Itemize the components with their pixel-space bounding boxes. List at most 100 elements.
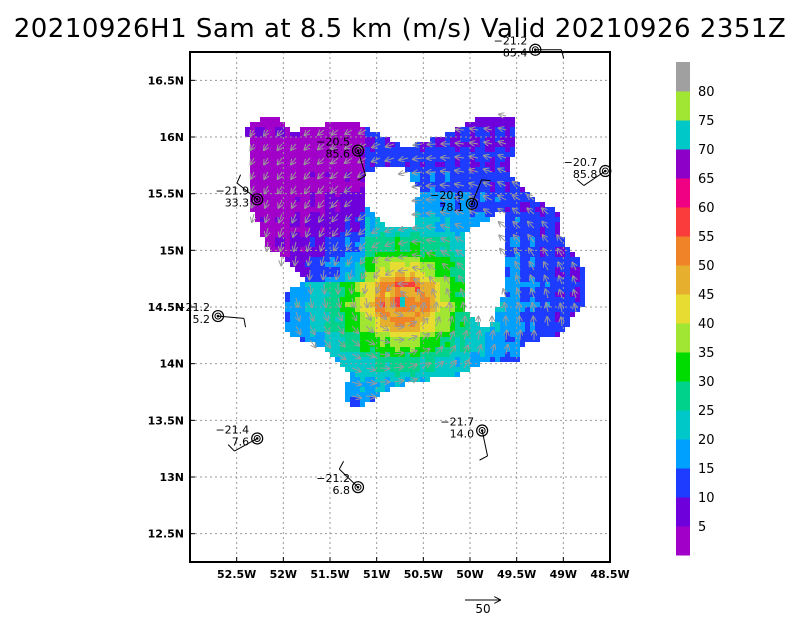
- x-tick-label: 49W: [550, 568, 577, 581]
- colorbar-swatch: [676, 439, 690, 469]
- dropsonde-2: −20.785.8: [564, 156, 612, 186]
- colorbar-swatch: [676, 323, 690, 353]
- sonde-temp-label: −21.9: [215, 184, 249, 197]
- reference-vector-label: 50: [475, 602, 490, 616]
- chart-title: 20210926H1 Sam at 8.5 km (m/s) Valid 202…: [13, 14, 787, 44]
- sonde-value-label: 5.2: [193, 313, 211, 326]
- sonde-ring: [251, 193, 264, 206]
- sonde-temp-label: −20.5: [316, 136, 350, 149]
- sonde-dot: [470, 202, 474, 206]
- colorbar-swatch: [676, 497, 690, 527]
- sonde-value-label: 78.1: [439, 201, 464, 214]
- sonde-ring-inner: [253, 195, 261, 203]
- colorbar-label: 55: [698, 230, 715, 245]
- wind-barb: [236, 182, 258, 200]
- wind-barb: [338, 468, 359, 488]
- grid-lines: [190, 52, 610, 562]
- wind-barb-flag: [576, 179, 585, 186]
- colorbar-label: 65: [698, 172, 715, 187]
- sonde-ring: [251, 432, 264, 445]
- wind-barb: [234, 438, 258, 452]
- x-tick-label: 51.5W: [310, 568, 349, 581]
- wind-barb-flag: [338, 460, 345, 470]
- sonde-temp-label: −20.7: [564, 156, 598, 169]
- sonde-dot: [255, 198, 259, 201]
- colorbar-label: 10: [698, 491, 715, 506]
- sonde-value-label: 85.6: [326, 148, 351, 161]
- sonde-temp-label: −21.7: [440, 416, 474, 429]
- wind-barb-flag: [357, 175, 366, 181]
- colorbar-swatch: [676, 265, 690, 295]
- x-tick-label: 50W: [456, 568, 483, 581]
- wind-barb: [217, 315, 244, 319]
- colorbar-label: 50: [698, 259, 715, 274]
- sonde-ring: [476, 424, 489, 437]
- x-tick-label: 50.5W: [404, 568, 443, 581]
- dropsonde-markers: −21.285.4 −20.585.6 −20.785.8 −21.933.3 −20.…: [176, 35, 612, 497]
- colorbar-swatch: [676, 207, 690, 237]
- colorbar-label: 40: [698, 317, 715, 332]
- colorbar-label: 30: [698, 375, 715, 390]
- sonde-ring-inner: [214, 312, 222, 320]
- wind-barb: [481, 430, 489, 457]
- y-axis-ticks: 12.5N 13N 13.5N 14N 14.5N 15N 15.5N 16N 16.5N: [148, 74, 195, 541]
- colorbar-swatch: [676, 178, 690, 208]
- sonde-ring-inner: [253, 434, 261, 442]
- colorbar-label: 20: [698, 433, 715, 448]
- sonde-ring-inner: [354, 147, 362, 155]
- y-tick-label: 16.5N: [148, 74, 184, 87]
- colorbar-label: 80: [698, 85, 715, 100]
- sonde-ring-inner: [354, 483, 362, 491]
- sonde-value-label: 85.8: [573, 168, 598, 181]
- colorbar-swatch: [676, 91, 690, 121]
- wind-barb: [471, 179, 483, 205]
- colorbar-label: 15: [698, 462, 715, 477]
- colorbar-label: 5: [698, 520, 706, 535]
- sonde-temp-label: −21.4: [215, 423, 249, 436]
- sonde-value-label: 33.3: [225, 196, 250, 209]
- colorbar-label: 70: [698, 143, 715, 158]
- x-tick-label: 52.5W: [217, 568, 256, 581]
- colorbar-swatch: [676, 410, 690, 440]
- sonde-temp-label: −21.2: [316, 472, 350, 485]
- sonde-value-label: 14.0: [450, 428, 475, 441]
- sonde-ring-inner: [478, 427, 486, 435]
- y-tick-label: 13N: [159, 471, 184, 484]
- x-tick-label: 49.5W: [497, 568, 536, 581]
- sonde-ring: [465, 197, 478, 210]
- sonde-temp-label: −21.2: [494, 35, 528, 48]
- sonde-temp-label: −21.2: [176, 301, 210, 314]
- sonde-ring-inner: [531, 46, 539, 54]
- y-tick-label: 13.5N: [148, 414, 184, 427]
- colorbar-label: 25: [698, 404, 715, 419]
- colorbar-label: 60: [698, 201, 715, 216]
- dropsonde-4: −20.978.1: [430, 179, 491, 214]
- x-axis-ticks: 52.5W 52W 51.5W 51W 50.5W 50W 49.5W 49W 48.5W: [217, 557, 630, 581]
- wind-barb-flag: [236, 174, 242, 184]
- dropsonde-7: −21.47.6: [215, 423, 264, 452]
- x-tick-label: 51W: [363, 568, 390, 581]
- wind-barb: [357, 150, 367, 176]
- sonde-dot: [480, 429, 484, 432]
- x-tick-label: 48.5W: [590, 568, 629, 581]
- colorbar-swatch: [676, 381, 690, 411]
- dropsonde-0: −21.285.4: [494, 35, 565, 60]
- wind-barb: [583, 170, 606, 186]
- colorbar-swatch: [676, 352, 690, 382]
- colorbar-swatch: [676, 236, 690, 266]
- wind-barb-flag: [560, 49, 565, 59]
- y-tick-label: 14.5N: [148, 301, 184, 314]
- sonde-ring-inner: [601, 167, 609, 175]
- sonde-ring: [599, 164, 612, 178]
- sonde-temp-label: −20.9: [430, 189, 464, 202]
- y-tick-label: 15N: [159, 244, 184, 257]
- wind-barb-flag: [243, 318, 247, 328]
- sonde-ring: [211, 309, 225, 323]
- colorbar-swatch: [676, 526, 690, 556]
- sonde-dot: [216, 314, 220, 318]
- dropsonde-1: −20.585.6: [316, 136, 367, 181]
- sonde-dot: [534, 48, 537, 52]
- colorbar-swatch: [676, 120, 690, 150]
